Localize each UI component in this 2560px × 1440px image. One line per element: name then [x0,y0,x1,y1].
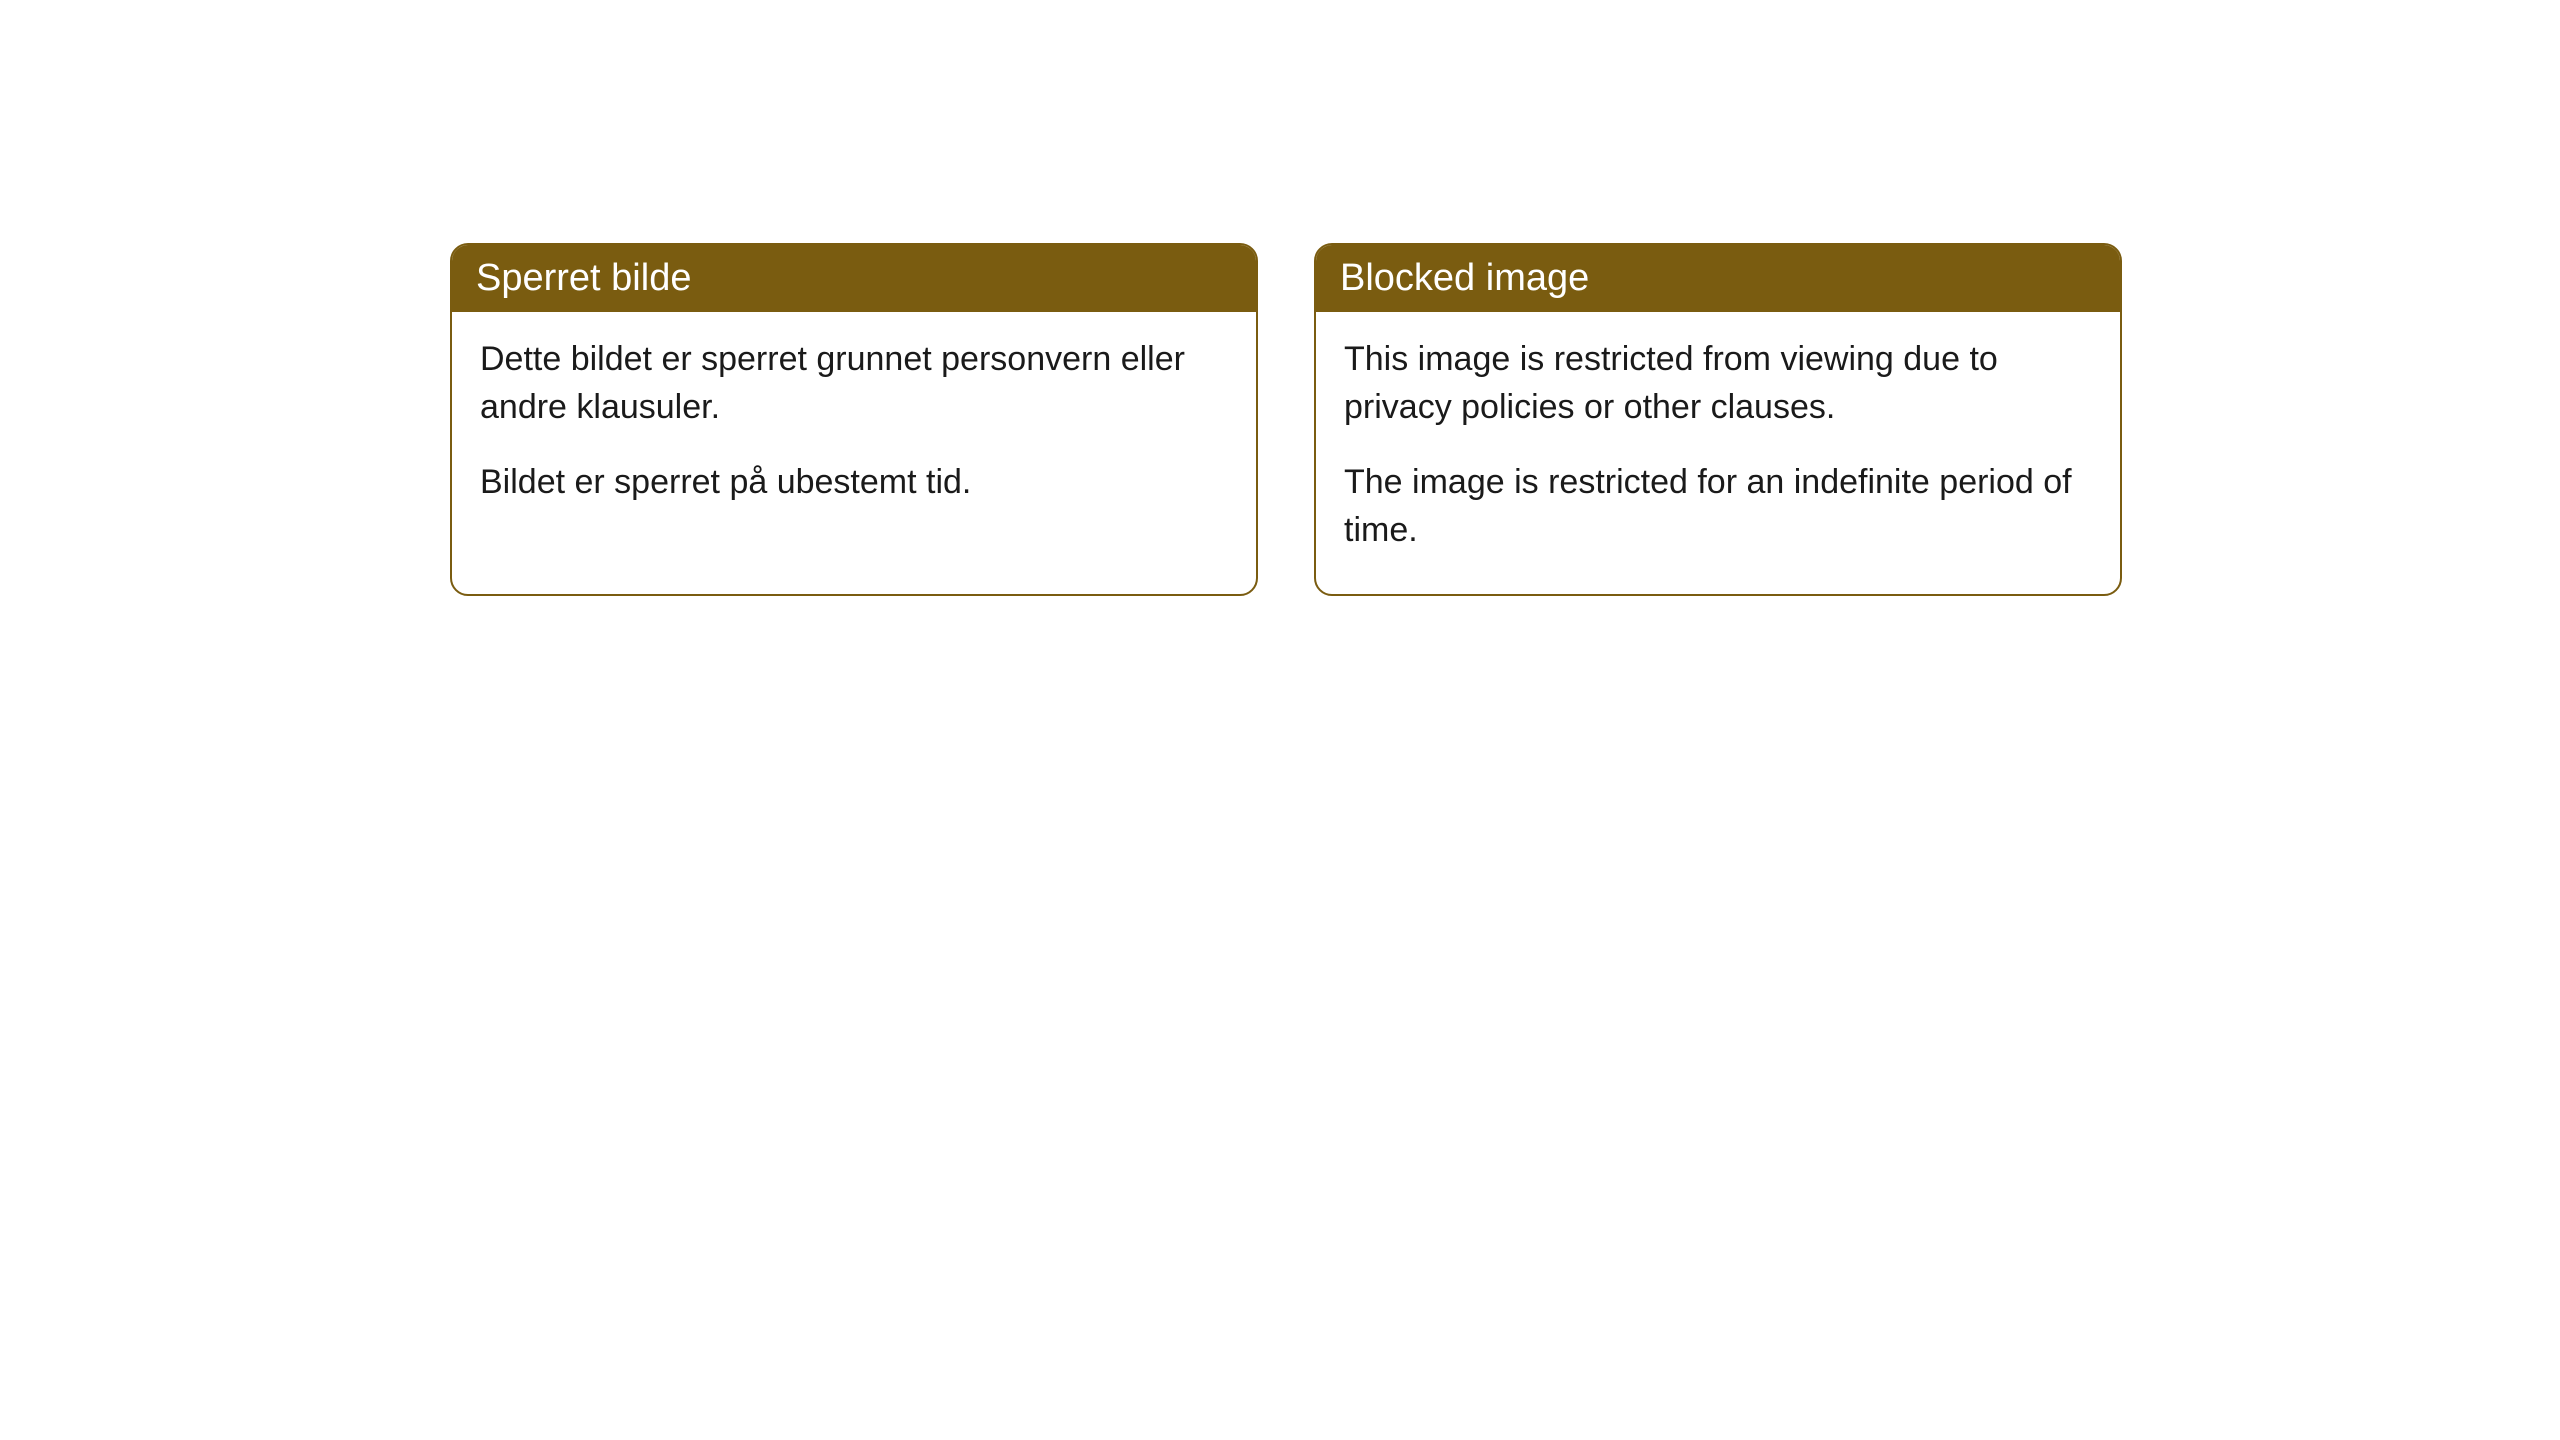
blocked-image-card-norwegian: Sperret bilde Dette bildet er sperret gr… [450,243,1258,596]
blocked-image-card-english: Blocked image This image is restricted f… [1314,243,2122,596]
card-paragraph-2: The image is restricted for an indefinit… [1344,459,2092,554]
card-body-norwegian: Dette bildet er sperret grunnet personve… [452,312,1256,547]
card-header-english: Blocked image [1316,245,2120,312]
card-body-english: This image is restricted from viewing du… [1316,312,2120,594]
card-paragraph-1: This image is restricted from viewing du… [1344,336,2092,431]
card-header-norwegian: Sperret bilde [452,245,1256,312]
card-paragraph-1: Dette bildet er sperret grunnet personve… [480,336,1228,431]
card-title: Sperret bilde [476,257,691,299]
card-paragraph-2: Bildet er sperret på ubestemt tid. [480,459,1228,507]
card-title: Blocked image [1340,257,1589,299]
notice-cards-container: Sperret bilde Dette bildet er sperret gr… [450,243,2122,596]
